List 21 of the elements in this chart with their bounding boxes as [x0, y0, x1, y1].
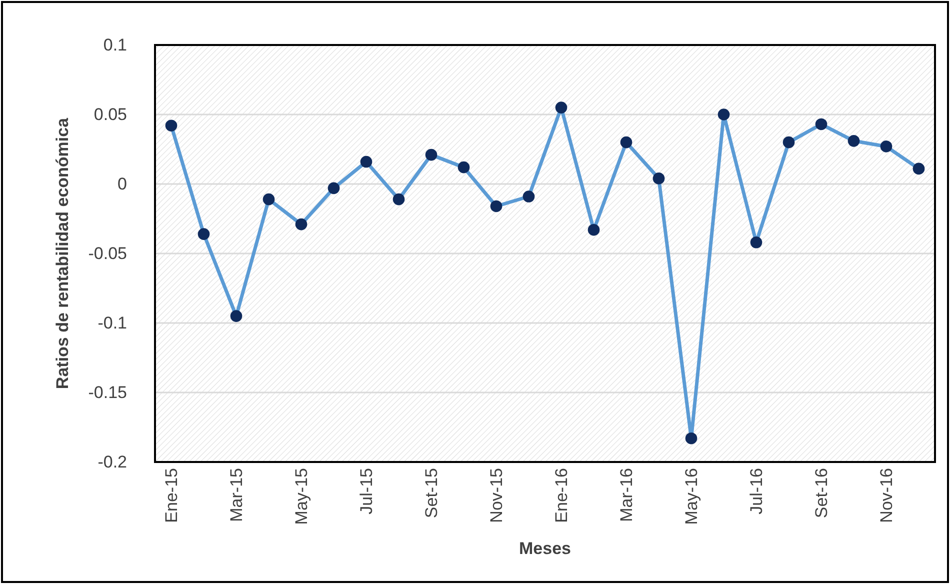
- y-axis-title: Ratios de rentabilidad económica: [53, 117, 72, 390]
- y-tick-label: -0.2: [98, 452, 127, 472]
- y-tick-label: -0.15: [88, 382, 127, 402]
- y-tick-label: 0.1: [103, 35, 127, 54]
- y-tick-label: -0.1: [98, 313, 127, 332]
- x-tick-label: Mar-15: [227, 468, 246, 522]
- x-tick-label: Set-16: [812, 468, 832, 518]
- x-tick-label: Mar-16: [617, 468, 636, 522]
- x-tick-label: May-15: [292, 468, 312, 525]
- x-tick-label: Ene-16: [552, 468, 572, 523]
- y-tick-label: -0.05: [88, 244, 127, 263]
- x-tick-label: Set-15: [422, 468, 442, 518]
- x-tick-label: Ene-15: [162, 468, 182, 523]
- x-tick-label: Jul-16: [747, 468, 766, 514]
- y-tick-label: 0: [118, 174, 127, 194]
- x-tick-label: Jul-15: [357, 468, 376, 514]
- x-tick-label: May-16: [682, 468, 702, 525]
- x-tick-label: Nov-15: [487, 468, 506, 523]
- y-tick-label: 0.05: [94, 104, 127, 124]
- x-axis-title: Meses: [519, 539, 571, 558]
- x-tick-label: Nov-16: [877, 468, 896, 523]
